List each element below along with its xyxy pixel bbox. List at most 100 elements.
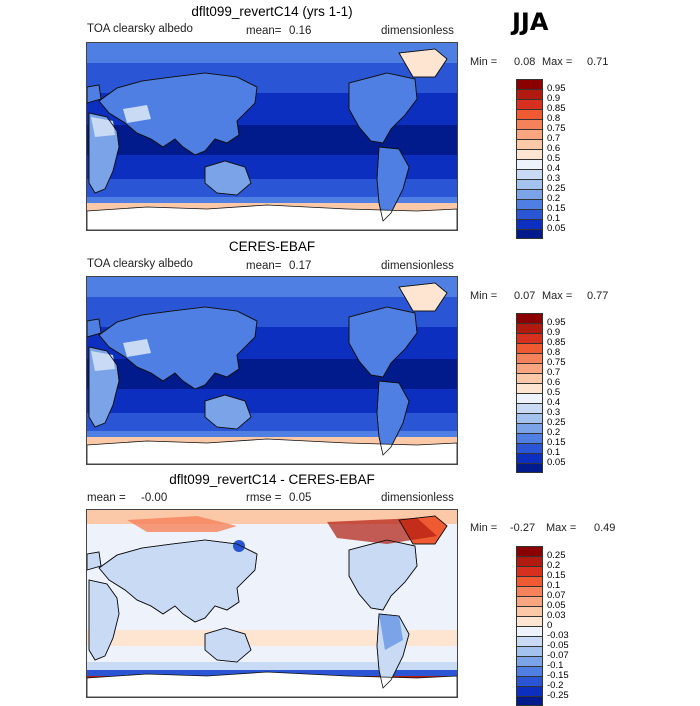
colorbar-tick-label: 0.5 — [547, 153, 561, 164]
colorbar-tick-label: 0.2 — [547, 427, 561, 438]
panel-3-mean-label: mean = — [87, 492, 126, 504]
colorbar-tick-label: 0.3 — [547, 407, 561, 418]
panel-1-variable: TOA clearsky albedo — [87, 23, 193, 35]
colorbar-tick-label: 0.6 — [547, 143, 561, 154]
colorbar-swatch — [516, 626, 543, 636]
colorbar-tick-label: 0.3 — [547, 173, 561, 184]
colorbar-swatch — [516, 413, 543, 423]
colorbar-swatch — [516, 109, 543, 119]
colorbar-tick-label: 0.25 — [547, 417, 566, 428]
colorbar-swatch — [516, 443, 543, 453]
colorbar-tick-label: 0.8 — [547, 113, 561, 124]
colorbar-swatch — [516, 676, 543, 686]
panel-3-rmse-value: 0.05 — [289, 492, 312, 504]
colorbar-tick-label: 0.75 — [547, 357, 566, 368]
colorbar-tick-label: 0.05 — [547, 223, 566, 234]
colorbar-tick-label: 0.7 — [547, 367, 561, 378]
colorbar-swatch — [516, 656, 543, 666]
colorbar-swatch — [516, 433, 543, 443]
panel-3-min-value: -0.27 — [510, 522, 536, 534]
colorbar-tick-label: 0.75 — [547, 123, 566, 134]
colorbar-tick-label: 0.05 — [547, 457, 566, 468]
colorbar-swatch — [516, 323, 543, 333]
panel-3-map — [86, 509, 458, 698]
panel-1-units: dimensionless — [381, 25, 454, 37]
colorbar-swatch — [516, 606, 543, 616]
colorbar-tick-label: 0.2 — [547, 560, 561, 571]
colorbar-swatch — [516, 219, 543, 229]
panel-3-max-label: Max = — [546, 522, 577, 534]
colorbar-tick-label: -0.2 — [547, 680, 564, 691]
colorbar-tick-label: -0.1 — [547, 660, 564, 671]
colorbar-tick-label: 0.15 — [547, 570, 566, 581]
colorbar-swatch — [516, 229, 543, 239]
colorbar-tick-label: 0.95 — [547, 317, 566, 328]
colorbar-tick-label: 0.7 — [547, 133, 561, 144]
panel-2-title: CERES-EBAF — [228, 239, 316, 254]
panel-2-map — [86, 276, 458, 465]
colorbar-tick-label: 0.03 — [547, 610, 566, 621]
colorbar-swatch — [516, 566, 543, 576]
panel-1-min-value: 0.08 — [514, 56, 536, 68]
colorbar-swatch — [516, 666, 543, 676]
colorbar-swatch — [516, 79, 543, 89]
panel-1-max-value: 0.71 — [587, 56, 609, 68]
colorbar-tick-label: 0.25 — [547, 550, 566, 561]
colorbar-swatch — [516, 636, 543, 646]
colorbar-swatch — [516, 646, 543, 656]
colorbar-swatch — [516, 149, 543, 159]
panel-1-map-graphic — [87, 43, 457, 230]
colorbar-tick-label: 0.1 — [547, 580, 561, 591]
colorbar-tick-label: 0.25 — [547, 183, 566, 194]
colorbar-swatch — [516, 393, 543, 403]
panel-2-mean-label: mean= — [246, 260, 282, 272]
colorbar-tick-label: 0.4 — [547, 163, 561, 174]
panel-3-rmse-label: rmse = — [246, 492, 282, 504]
colorbar-tick-label: 0.1 — [547, 213, 561, 224]
colorbar-swatch — [516, 333, 543, 343]
colorbar-tick-label: -0.15 — [547, 670, 569, 681]
panel-1-colorbar — [516, 79, 543, 239]
colorbar-tick-label: -0.05 — [547, 640, 569, 651]
panel-2-variable: TOA clearsky albedo — [87, 258, 193, 270]
panel-1-min-label: Min = — [470, 56, 498, 68]
panel-2-min-value: 0.07 — [514, 290, 536, 302]
colorbar-swatch — [516, 453, 543, 463]
colorbar-tick-label: 0.07 — [547, 590, 566, 601]
colorbar-swatch — [516, 313, 543, 323]
panel-2-colorbar — [516, 313, 543, 473]
colorbar-swatch — [516, 463, 543, 473]
colorbar-tick-label: 0.05 — [547, 600, 566, 611]
colorbar-swatch — [516, 119, 543, 129]
panel-3-colorbar — [516, 546, 543, 706]
season-label: JJA — [512, 8, 549, 36]
colorbar-swatch — [516, 576, 543, 586]
colorbar-swatch — [516, 129, 543, 139]
panel-3-max-value: 0.49 — [594, 522, 616, 534]
panel-1-mean-value: 0.16 — [289, 25, 312, 37]
panel-3-mean-value: -0.00 — [141, 492, 168, 504]
colorbar-swatch — [516, 586, 543, 596]
panel-2-mean-value: 0.17 — [289, 260, 312, 272]
colorbar-tick-label: 0.5 — [547, 387, 561, 398]
panel-2-max-label: Max = — [542, 290, 573, 302]
panel-3-units: dimensionless — [381, 492, 454, 504]
colorbar-tick-label: -0.25 — [547, 690, 569, 701]
colorbar-swatch — [516, 546, 543, 556]
colorbar-swatch — [516, 596, 543, 606]
colorbar-tick-label: 0.85 — [547, 103, 566, 114]
panel-3-map-graphic — [87, 510, 457, 697]
panel-1-map — [86, 42, 458, 231]
colorbar-tick-label: 0.15 — [547, 203, 566, 214]
panel-2-map-graphic — [87, 277, 457, 464]
colorbar-swatch — [516, 423, 543, 433]
panel-1-mean-label: mean= — [246, 25, 282, 37]
colorbar-swatch — [516, 383, 543, 393]
colorbar-swatch — [516, 343, 543, 353]
colorbar-tick-label: 0.1 — [547, 447, 561, 458]
colorbar-swatch — [516, 616, 543, 626]
colorbar-swatch — [516, 373, 543, 383]
colorbar-swatch — [516, 686, 543, 696]
panel-1-title: dflt099_revertC14 (yrs 1-1) — [191, 4, 353, 19]
colorbar-swatch — [516, 209, 543, 219]
